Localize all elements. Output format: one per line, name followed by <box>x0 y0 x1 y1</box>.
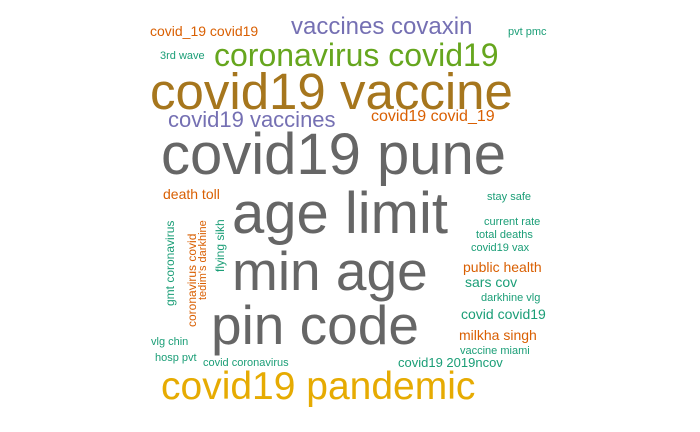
word-covid19-vax: covid19 vax <box>471 242 530 254</box>
word-covid19-2019ncov: covid19 2019ncov <box>398 355 503 370</box>
word-public-health: public health <box>463 259 542 275</box>
word-covid-covid19: covid covid19 <box>461 306 546 322</box>
word-tedims-darkhine: tedim's darkhine <box>197 220 209 300</box>
word-darkhine-vlg: darkhine vlg <box>481 292 541 304</box>
word-vlg-chin: vlg chin <box>151 336 189 348</box>
word-pvt-pmc: pvt pmc <box>508 26 547 38</box>
word-covid19-pune: covid19 pune <box>161 122 507 187</box>
word-covid19-covid-19: covid19 covid_19 <box>371 108 495 125</box>
word-covid19-vaccine: covid19 vaccine <box>150 63 513 120</box>
word-sars-cov: sars cov <box>465 274 518 290</box>
word-3rd-wave: 3rd wave <box>160 50 205 62</box>
word-pin-code: pin code <box>211 294 419 356</box>
word-stay-safe: stay safe <box>487 191 532 203</box>
word-coronavirus-covid19: coronavirus covid19 <box>214 37 499 73</box>
word-gmt-coronavirus: gmt coronavirus <box>163 220 177 306</box>
word-covid-19-covid19: covid_19 covid19 <box>150 23 259 39</box>
word-flying-sikh: flying sikh <box>213 219 227 272</box>
word-total-deaths: total deaths <box>476 229 533 241</box>
word-milkha-singh: milkha singh <box>459 327 537 343</box>
word-covid-coronavirus: covid coronavirus <box>203 357 289 369</box>
word-covid19-pandemic: covid19 pandemic <box>161 365 476 408</box>
word-vaccine-miami: vaccine miami <box>460 345 530 357</box>
word-covid19-vaccines: covid19 vaccines <box>168 107 336 132</box>
word-hosp-pvt: hosp pvt <box>155 352 197 364</box>
word-death-toll: death toll <box>163 186 220 202</box>
word-min-age: min age <box>232 240 428 302</box>
word-current-rate: current rate <box>484 216 541 228</box>
word-vaccines-covaxin: vaccines covaxin <box>291 13 473 40</box>
word-age-limit: age limit <box>232 181 448 246</box>
